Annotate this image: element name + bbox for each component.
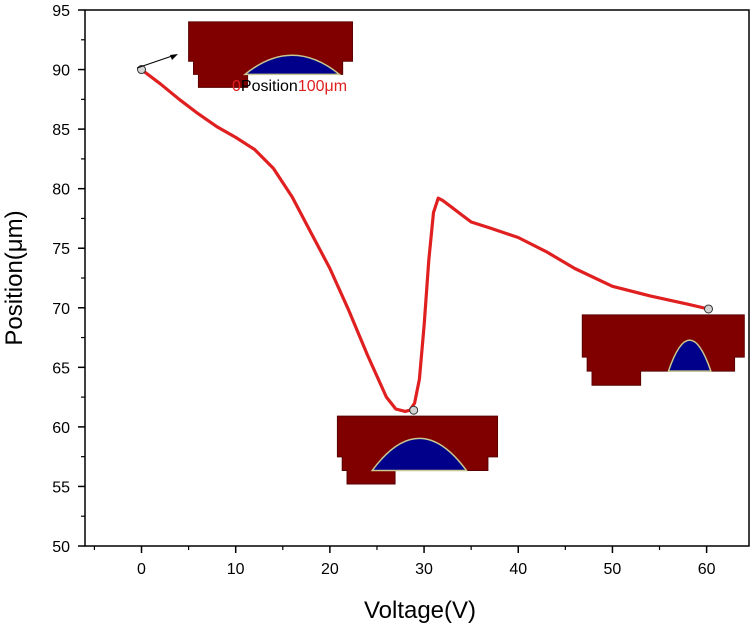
series-line-position bbox=[139, 68, 711, 413]
y-tick-label: 70 bbox=[52, 301, 70, 318]
inset-middle bbox=[336, 415, 499, 485]
y-tick-label: 55 bbox=[52, 479, 70, 496]
y-tick-label: 65 bbox=[52, 360, 70, 377]
annotation-start-value: 0 bbox=[232, 78, 241, 95]
x-axis-title: Voltage(V) bbox=[364, 597, 476, 624]
x-tick-label: 0 bbox=[137, 561, 146, 578]
inset-droplet bbox=[242, 54, 342, 76]
x-tick-label: 10 bbox=[227, 561, 245, 578]
x-tick-label: 60 bbox=[698, 561, 716, 578]
annotation-label: Position bbox=[241, 78, 298, 95]
x-tick-label: 40 bbox=[509, 561, 527, 578]
data-marker bbox=[704, 304, 714, 314]
x-tick-label: 50 bbox=[604, 561, 622, 578]
x-tick-label: 20 bbox=[321, 561, 339, 578]
insets bbox=[188, 21, 745, 485]
y-axis-title: Position(μm) bbox=[1, 210, 28, 345]
data-markers bbox=[137, 65, 714, 415]
inset-right bbox=[581, 314, 745, 386]
annotation-end-value: 100μm bbox=[298, 78, 347, 95]
inset-electrode bbox=[581, 314, 745, 386]
data-marker bbox=[409, 405, 419, 415]
y-tick-label: 90 bbox=[52, 63, 70, 80]
annotation-text: 0Position100μm bbox=[232, 78, 347, 95]
inset-droplet bbox=[667, 339, 712, 372]
x-tick-label: 30 bbox=[415, 561, 433, 578]
inset-top bbox=[188, 21, 353, 88]
data-line-layer bbox=[139, 68, 711, 413]
y-tick-label: 80 bbox=[52, 182, 70, 199]
annotation-arrow bbox=[136, 54, 178, 69]
y-tick-label: 75 bbox=[52, 241, 70, 258]
y-tick-label: 95 bbox=[52, 3, 70, 20]
inset-droplet bbox=[370, 437, 468, 472]
axis-ticks: 0 10 20 30 40 50 60 50 55 60 65 70 75 80 85 90 95 bbox=[52, 3, 715, 578]
y-tick-label: 85 bbox=[52, 122, 70, 139]
y-tick-label: 60 bbox=[52, 420, 70, 437]
y-tick-label: 50 bbox=[52, 539, 70, 556]
